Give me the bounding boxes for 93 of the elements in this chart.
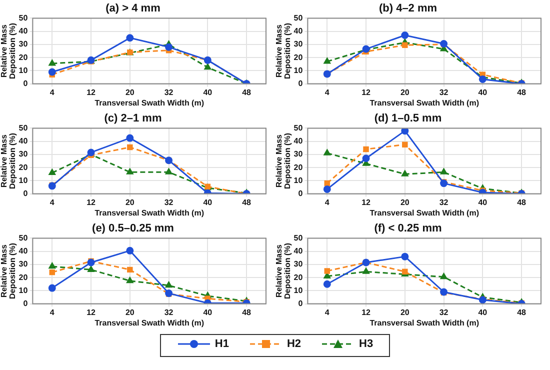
x-tick-label: 48: [242, 198, 252, 207]
x-tick-label: 32: [164, 308, 174, 317]
y-tick-label: 20: [18, 162, 28, 172]
y-tick-label: 30: [294, 40, 304, 49]
y-tick-label: 40: [294, 246, 304, 256]
y-tick-label: 50: [18, 13, 28, 22]
y-tick-label: 40: [18, 136, 28, 146]
x-tick-label: 4: [50, 308, 55, 317]
chart-title: (c) 2–1 mm: [104, 112, 162, 125]
y-tick-label: 20: [294, 272, 304, 282]
x-tick-label: 48: [517, 88, 527, 97]
x-tick-label: 20: [125, 308, 135, 317]
x-tick-label: 12: [86, 308, 96, 317]
x-tick-label: 32: [439, 198, 449, 207]
x-tick-label: 20: [125, 198, 135, 207]
y-tick-label: 10: [294, 66, 304, 75]
x-tick-label: 32: [164, 198, 174, 207]
x-tick-label: 32: [164, 88, 174, 97]
y-tick-label: 10: [18, 286, 28, 295]
y-axis-title: Relative Mass Deposition (%): [0, 22, 17, 79]
y-tick-label: 10: [294, 176, 304, 185]
x-tick-label: 20: [400, 308, 410, 317]
y-tick-label: 20: [18, 272, 28, 282]
legend-label: H2: [286, 338, 302, 350]
x-tick-label: 4: [50, 88, 55, 97]
y-tick-label: 50: [294, 233, 304, 242]
y-tick-label: 50: [18, 233, 28, 242]
x-tick-label: 40: [478, 308, 488, 317]
x-tick-label: 48: [242, 308, 252, 317]
x-tick-label: 32: [439, 88, 449, 97]
x-tick-label: 40: [478, 88, 488, 97]
x-tick-label: 4: [324, 308, 330, 317]
y-tick-label: 40: [18, 246, 28, 256]
x-axis-title: Transversal Swath Width (m): [370, 208, 480, 218]
x-tick-label: 12: [362, 88, 372, 97]
y-tick-label: 10: [18, 176, 28, 185]
y-tick-label: 0: [298, 299, 304, 308]
chart-title: (d) 1–0.5 mm: [374, 112, 442, 125]
x-axis-title: Transversal Swath Width (m): [94, 318, 204, 328]
y-axis-title: Relative Mass Deposition (%): [274, 22, 292, 79]
y-axis-title: Relative Mass Deposition (%): [274, 132, 292, 189]
y-tick-label: 50: [294, 13, 304, 22]
x-tick-label: 40: [203, 88, 213, 97]
y-axis-title: Relative Mass Deposition (%): [274, 242, 292, 299]
y-tick-label: 10: [18, 66, 28, 75]
y-tick-label: 40: [294, 26, 304, 36]
y-tick-label: 30: [294, 150, 304, 159]
y-tick-label: 0: [23, 299, 28, 308]
y-tick-label: 0: [298, 189, 304, 198]
y-tick-label: 30: [294, 260, 304, 269]
y-tick-label: 30: [18, 260, 28, 269]
x-axis-title: Transversal Swath Width (m): [370, 98, 480, 108]
y-tick-label: 20: [294, 52, 304, 62]
x-tick-label: 48: [517, 308, 527, 317]
x-tick-label: 48: [517, 198, 527, 207]
x-tick-label: 12: [86, 88, 96, 97]
x-tick-label: 48: [242, 88, 252, 97]
x-tick-label: 40: [478, 198, 488, 207]
x-tick-label: 12: [86, 198, 96, 207]
x-axis-title: Transversal Swath Width (m): [94, 208, 204, 218]
x-tick-label: 4: [324, 198, 330, 207]
chart-title: (f) < 0.25 mm: [374, 222, 442, 235]
y-tick-label: 10: [294, 286, 304, 295]
y-tick-label: 50: [294, 123, 304, 132]
y-tick-label: 20: [18, 52, 28, 62]
y-tick-label: 0: [23, 79, 28, 88]
x-tick-label: 20: [125, 88, 135, 97]
y-tick-label: 50: [18, 123, 28, 132]
x-axis-title: Transversal Swath Width (m): [94, 98, 204, 108]
legend-label: H1: [214, 338, 229, 350]
y-tick-label: 20: [294, 162, 304, 172]
y-tick-label: 40: [294, 136, 304, 146]
x-axis-title: Transversal Swath Width (m): [370, 318, 480, 328]
y-tick-label: 30: [18, 40, 28, 49]
x-tick-label: 12: [362, 198, 372, 207]
y-tick-label: 40: [18, 26, 28, 36]
y-axis-title: Relative Mass Deposition (%): [0, 242, 17, 299]
y-tick-label: 0: [298, 79, 304, 88]
y-axis-title: Relative Mass Deposition (%): [0, 132, 17, 189]
chart-title: (a) > 4 mm: [106, 2, 161, 15]
x-tick-label: 32: [439, 308, 449, 317]
x-tick-label: 20: [400, 198, 410, 207]
legend-label: H3: [359, 338, 374, 350]
x-tick-label: 40: [203, 308, 213, 317]
x-tick-label: 4: [324, 88, 330, 97]
y-tick-label: 0: [23, 189, 28, 198]
chart-title: (e) 0.5–0.25 mm: [92, 222, 174, 235]
x-tick-label: 40: [203, 198, 213, 207]
x-tick-label: 20: [400, 88, 410, 97]
y-tick-label: 30: [18, 150, 28, 159]
x-tick-label: 4: [50, 198, 55, 207]
x-tick-label: 12: [362, 308, 372, 317]
chart-title: (b) 4–2 mm: [378, 2, 438, 15]
